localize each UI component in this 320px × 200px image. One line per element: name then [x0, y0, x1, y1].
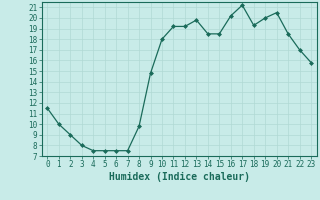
X-axis label: Humidex (Indice chaleur): Humidex (Indice chaleur): [109, 172, 250, 182]
